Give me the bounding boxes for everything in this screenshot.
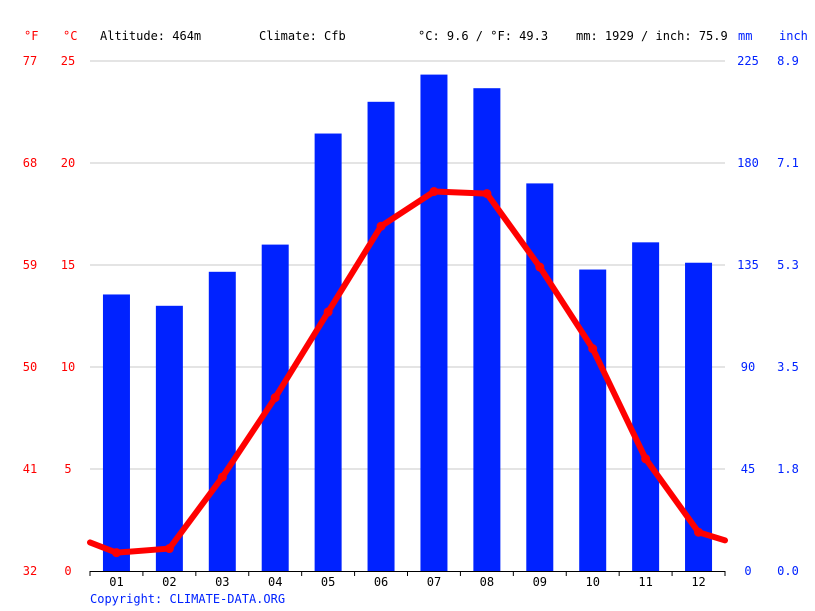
y-tick-label-celsius: 0 <box>64 564 71 578</box>
precipitation-bars <box>102 74 713 572</box>
precipitation-bar <box>473 88 501 571</box>
x-tick-label: 01 <box>109 575 123 589</box>
y-tick-label-celsius: 5 <box>64 462 71 476</box>
precipitation-bar <box>579 269 607 571</box>
temperature-point <box>270 393 280 403</box>
x-tick-label: 02 <box>162 575 176 589</box>
precipitation-bar <box>208 271 236 571</box>
altitude-label: Altitude: 464m <box>100 29 201 43</box>
climate-label: Climate: Cfb <box>259 29 346 43</box>
x-tick-label: 06 <box>374 575 388 589</box>
temperature-point <box>694 527 704 537</box>
y-tick-label-inch: 1.8 <box>777 462 799 476</box>
y-tick-label-inch: 0.0 <box>777 564 799 578</box>
y-tick-label-fahrenheit: 32 <box>23 564 37 578</box>
x-tick-label: 05 <box>321 575 335 589</box>
y-tick-label-celsius: 10 <box>61 360 75 374</box>
temperature-line-path <box>87 188 728 556</box>
y-tick-label-fahrenheit: 77 <box>23 54 37 68</box>
y-tick-label-celsius: 20 <box>61 156 75 170</box>
y-tick-label-fahrenheit: 59 <box>23 258 37 272</box>
temperature-point <box>429 187 439 197</box>
y-tick-label-mm: 135 <box>737 258 759 272</box>
precipitation-bar <box>102 294 130 571</box>
precipitation-bar <box>420 74 448 571</box>
y-tick-label-inch: 7.1 <box>777 156 799 170</box>
precipitation-bar <box>526 183 554 571</box>
x-tick-label: 11 <box>638 575 652 589</box>
mm-unit-label: mm <box>738 29 752 43</box>
axes: 32 0 0 0.0 41 5 45 1.8 50 10 90 3.5 59 15 135 5.3 68 20 18… <box>23 54 799 589</box>
temperature-point <box>535 262 545 272</box>
precipitation-bar <box>155 305 183 571</box>
precipitation-summary: mm: 1929 / inch: 75.9 <box>576 29 728 43</box>
y-tick-label-mm: 90 <box>741 360 755 374</box>
x-tick-label: 03 <box>215 575 229 589</box>
precipitation-bar <box>632 242 660 572</box>
temperature-point <box>376 221 386 231</box>
y-tick-label-celsius: 25 <box>61 54 75 68</box>
fahrenheit-unit-label: °F <box>24 29 38 43</box>
precipitation-bar <box>314 133 342 572</box>
temperature-summary: °C: 9.6 / °F: 49.3 <box>418 29 548 43</box>
x-tick-label: 08 <box>480 575 494 589</box>
y-tick-label-celsius: 15 <box>61 258 75 272</box>
y-tick-label-inch: 8.9 <box>777 54 799 68</box>
precipitation-bar <box>685 262 713 571</box>
x-tick-label: 10 <box>585 575 599 589</box>
inch-unit-label: inch <box>779 29 808 43</box>
temperature-point <box>323 307 333 317</box>
y-tick-label-mm: 0 <box>744 564 751 578</box>
temperature-point <box>111 548 121 558</box>
celsius-unit-label: °C <box>63 29 77 43</box>
temperature-point <box>164 544 174 554</box>
y-tick-label-fahrenheit: 50 <box>23 360 37 374</box>
y-tick-label-inch: 3.5 <box>777 360 799 374</box>
x-tick-label: 09 <box>533 575 547 589</box>
y-tick-label-mm: 180 <box>737 156 759 170</box>
copyright-link[interactable]: Copyright: CLIMATE-DATA.ORG <box>90 592 285 606</box>
temperature-point <box>217 472 227 482</box>
temperature-point <box>641 454 651 464</box>
temperature-point <box>588 344 598 354</box>
x-tick-label: 04 <box>268 575 282 589</box>
x-tick-label: 07 <box>427 575 441 589</box>
x-tick-label: 12 <box>691 575 705 589</box>
grid-lines <box>90 60 725 470</box>
y-tick-label-mm: 225 <box>737 54 759 68</box>
y-tick-label-mm: 45 <box>741 462 755 476</box>
y-tick-label-fahrenheit: 68 <box>23 156 37 170</box>
temperature-point <box>482 189 492 199</box>
y-tick-label-inch: 5.3 <box>777 258 799 272</box>
temperature-line <box>87 187 728 558</box>
y-tick-label-fahrenheit: 41 <box>23 462 37 476</box>
precipitation-bar <box>367 101 395 572</box>
